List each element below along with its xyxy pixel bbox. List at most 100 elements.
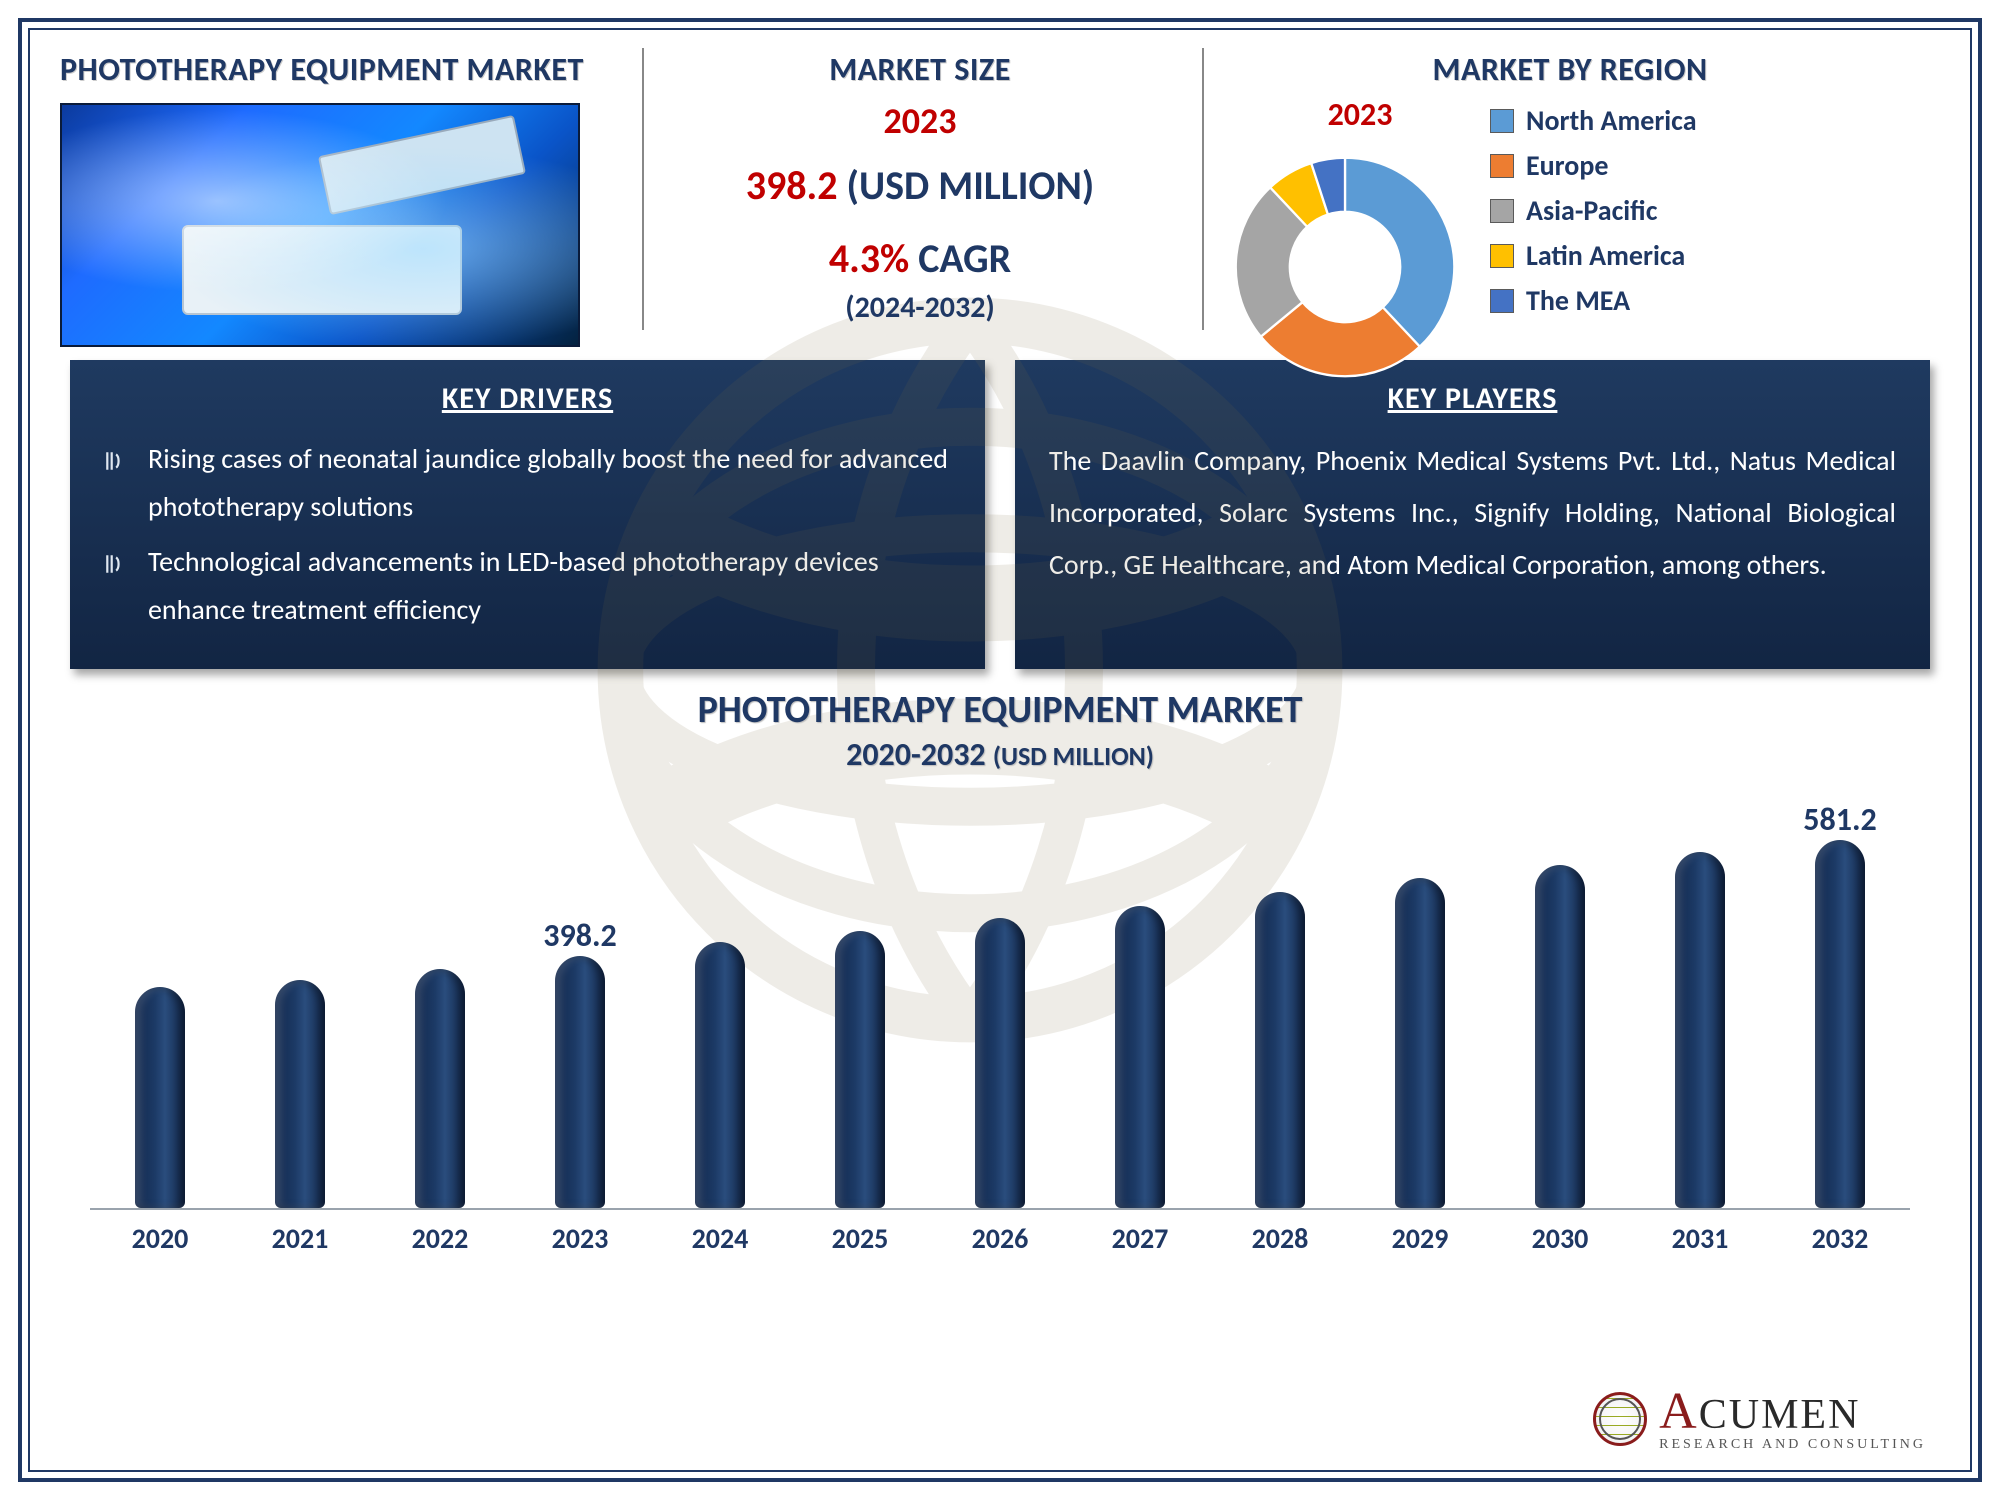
key-drivers-list: Rising cases of neonatal jaundice global… [104, 435, 951, 633]
market-size-value: 398.2 [746, 161, 838, 210]
driver-item: Technological advancements in LED-based … [104, 538, 951, 633]
hero-photo [60, 103, 580, 347]
region-donut [1230, 152, 1460, 382]
legend-item: North America [1490, 103, 1697, 138]
top-row: PHOTOTHERAPY EQUIPMENT MARKET MARKET SIZ… [30, 30, 1970, 360]
bar-slot [1490, 865, 1630, 1208]
legend-swatch [1490, 289, 1514, 313]
chart-subtitle-range: 2020-2032 [846, 735, 986, 774]
brand-name: ACUMEN [1659, 1386, 1926, 1438]
bar-slot [790, 931, 930, 1208]
driver-text: Rising cases of neonatal jaundice global… [148, 435, 951, 530]
legend-item: Latin America [1490, 238, 1697, 273]
region-legend: North America Europe Asia-Pacific Latin Ame… [1490, 93, 1697, 382]
key-drivers-card: KEY DRIVERS Rising cases of neonatal jau… [70, 360, 985, 669]
x-axis-label: 2026 [930, 1221, 1070, 1256]
legend-label: Asia-Pacific [1526, 193, 1657, 228]
x-axis-label: 2029 [1350, 1221, 1490, 1256]
col-market-size: MARKET SIZE 2023 398.2 (USD MILLION) 4.3… [640, 50, 1200, 360]
bar [1115, 906, 1165, 1209]
bar [1395, 878, 1445, 1209]
bar [695, 942, 745, 1208]
market-size-value-line: 398.2 (USD MILLION) [640, 161, 1200, 210]
col-market-title: PHOTOTHERAPY EQUIPMENT MARKET [60, 50, 640, 360]
bar [135, 987, 185, 1209]
key-drivers-title: KEY DRIVERS [104, 380, 951, 417]
driver-item: Rising cases of neonatal jaundice global… [104, 435, 951, 530]
market-cagr-label: CAGR [918, 234, 1011, 283]
legend-label: North America [1526, 103, 1697, 138]
market-cagr-period: (2024-2032) [640, 289, 1200, 326]
chart-block: PHOTOTHERAPY EQUIPMENT MARKET 2020-2032 … [30, 687, 1970, 1264]
bar-slot [930, 918, 1070, 1208]
bar-slot [1210, 892, 1350, 1209]
x-axis-label: 2021 [230, 1221, 370, 1256]
chart-area: 398.2581.2 20202021202220232024202520262… [70, 784, 1930, 1264]
x-axis-label: 2028 [1210, 1221, 1350, 1256]
region-year: 2023 [1260, 95, 1460, 134]
bar-slot: 581.2 [1770, 840, 1910, 1208]
inner-frame: PHOTOTHERAPY EQUIPMENT MARKET MARKET SIZ… [28, 28, 1972, 1472]
bar-value-label: 398.2 [510, 916, 650, 950]
bar [1815, 840, 1865, 1208]
bullet-icon [104, 441, 134, 485]
bar [1675, 852, 1725, 1208]
bar [1535, 865, 1585, 1208]
bar [835, 931, 885, 1208]
brand-logo: ACUMEN RESEARCH AND CONSULTING [1593, 1386, 1926, 1452]
bar [555, 956, 605, 1208]
chart-bars: 398.2 581.2 [90, 824, 1910, 1208]
donut-segment [1345, 158, 1454, 347]
bar [275, 980, 325, 1208]
x-axis-label: 2027 [1070, 1221, 1210, 1256]
bar [975, 918, 1025, 1208]
market-cagr-value: 4.3% [829, 234, 909, 283]
x-axis-label: 2023 [510, 1221, 650, 1256]
legend-item: The MEA [1490, 283, 1697, 318]
chart-subtitle-unit: (USD MILLION) [993, 740, 1154, 772]
market-size-unit: (USD MILLION) [847, 161, 1095, 210]
market-title: PHOTOTHERAPY EQUIPMENT MARKET [60, 50, 640, 89]
bar [415, 969, 465, 1208]
legend-item: Europe [1490, 148, 1697, 183]
bar-slot [650, 942, 790, 1208]
bar-slot [230, 980, 370, 1208]
bar-value-label: 581.2 [1770, 800, 1910, 834]
market-size-title: MARKET SIZE [640, 50, 1200, 89]
x-axis-label: 2024 [650, 1221, 790, 1256]
key-players-title: KEY PLAYERS [1049, 380, 1896, 417]
legend-label: The MEA [1526, 283, 1630, 318]
driver-text: Technological advancements in LED-based … [148, 538, 951, 633]
legend-label: Europe [1526, 148, 1608, 183]
bar-slot [1630, 852, 1770, 1208]
chart-axis-x [90, 1208, 1910, 1210]
brand-tagline: RESEARCH AND CONSULTING [1659, 1438, 1926, 1452]
x-axis-label: 2032 [1770, 1221, 1910, 1256]
market-size-year: 2023 [640, 99, 1200, 143]
x-axis-label: 2020 [90, 1221, 230, 1256]
market-cagr-line: 4.3% CAGR [640, 234, 1200, 283]
key-players-card: KEY PLAYERS The Daavlin Company, Phoenix… [1015, 360, 1930, 669]
bar-slot [1070, 906, 1210, 1209]
legend-swatch [1490, 154, 1514, 178]
x-axis-label: 2031 [1630, 1221, 1770, 1256]
bar-slot [370, 969, 510, 1208]
x-axis-label: 2022 [370, 1221, 510, 1256]
legend-swatch [1490, 244, 1514, 268]
col-region: MARKET BY REGION 2023 North America Europ… [1200, 50, 1940, 360]
bar-slot [1350, 878, 1490, 1209]
chart-subtitle: 2020-2032 (USD MILLION) [70, 735, 1930, 774]
chart-title: PHOTOTHERAPY EQUIPMENT MARKET [70, 687, 1930, 733]
legend-swatch [1490, 199, 1514, 223]
region-title: MARKET BY REGION [1200, 50, 1940, 89]
key-players-text: The Daavlin Company, Phoenix Medical Sys… [1049, 435, 1896, 590]
bullet-icon [104, 544, 134, 588]
legend-swatch [1490, 109, 1514, 133]
legend-label: Latin America [1526, 238, 1685, 273]
legend-item: Asia-Pacific [1490, 193, 1697, 228]
chart-x-labels: 2020202120222023202420252026202720282029… [90, 1221, 1910, 1256]
x-axis-label: 2025 [790, 1221, 930, 1256]
x-axis-label: 2030 [1490, 1221, 1630, 1256]
bar [1255, 892, 1305, 1209]
cards-row: KEY DRIVERS Rising cases of neonatal jau… [30, 360, 1970, 669]
